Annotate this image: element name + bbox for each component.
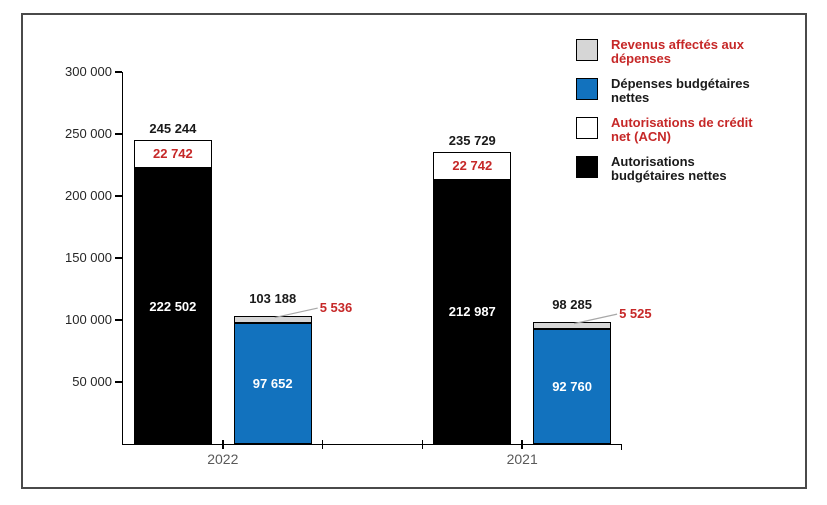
callout-value-label: 5 525 <box>619 306 652 322</box>
bar-segment <box>233 322 312 444</box>
legend-swatch-autorisations-credit-net <box>576 117 598 139</box>
segment-value-label: 222 502 <box>149 298 197 314</box>
segment-value-label: 212 987 <box>448 304 496 320</box>
x-axis-line <box>121 443 622 445</box>
bar-segment <box>233 316 312 323</box>
bar-segment <box>533 328 612 444</box>
segment-value-label: 92 760 <box>552 378 592 394</box>
bar-segment <box>533 322 612 329</box>
x-axis-tick <box>321 439 324 449</box>
x-group-label: 2022 <box>207 451 239 467</box>
y-axis-tick-label: 50 000 <box>72 374 112 389</box>
y-axis-tick <box>115 381 122 383</box>
legend-item-depenses-budgetaires: Dépenses budgétaires nettes <box>576 77 796 105</box>
callout-value-label: 5 536 <box>319 300 353 316</box>
legend-label-depenses-budgetaires: Dépenses budgétaires nettes <box>611 76 750 105</box>
bar-segment <box>133 139 212 169</box>
x-axis-tick <box>521 439 523 449</box>
x-group-label: 2021 <box>506 451 538 467</box>
segment-value-label: 22 742 <box>153 146 193 162</box>
y-axis-tick-label: 300 000 <box>65 64 112 79</box>
legend-item-autorisations-budgetaires: Autorisations budgétaires nettes <box>576 155 796 183</box>
chart-legend: Revenus affectés aux dépenses Dépenses b… <box>576 38 796 194</box>
legend-label-autorisations-credit-net: Autorisations de crédit net (ACN) <box>611 115 753 144</box>
y-axis-tick-label: 250 000 <box>65 126 112 141</box>
y-axis-line <box>121 72 123 444</box>
bar-total-label: 103 188 <box>249 291 297 307</box>
legend-item-revenus-affectes: Revenus affectés aux dépenses <box>576 38 796 66</box>
legend-swatch-revenus-affectes <box>576 39 598 61</box>
legend-swatch-depenses-budgetaires <box>576 78 598 100</box>
segment-value-label: 22 742 <box>452 158 493 174</box>
x-axis-end-tick <box>620 444 622 450</box>
bar-segment <box>133 168 212 444</box>
x-axis-tick <box>222 439 224 449</box>
legend-label-revenus-affectes: Revenus affectés aux dépenses <box>611 37 744 66</box>
legend-label-autorisations-budgetaires: Autorisations budgétaires nettes <box>611 154 727 183</box>
bar-total-label: 245 244 <box>149 120 197 136</box>
bar-total-label: 98 285 <box>552 297 592 313</box>
bar-total-label: 235 729 <box>448 132 496 148</box>
y-axis-tick <box>115 195 122 197</box>
bar-segment <box>433 179 512 444</box>
y-axis-tick-label: 200 000 <box>65 188 112 203</box>
x-axis-tick <box>421 439 424 449</box>
y-axis-tick <box>115 257 122 259</box>
y-axis-tick-label: 150 000 <box>65 250 112 265</box>
segment-value-label: 97 652 <box>252 375 293 391</box>
legend-item-autorisations-credit-net: Autorisations de crédit net (ACN) <box>576 116 796 144</box>
y-axis-tick <box>115 71 122 73</box>
bar-segment <box>433 151 512 180</box>
legend-swatch-autorisations-budgetaires <box>576 156 598 178</box>
y-axis-tick <box>115 133 122 135</box>
y-axis-tick <box>115 319 122 321</box>
y-axis-tick-label: 100 000 <box>65 312 112 327</box>
